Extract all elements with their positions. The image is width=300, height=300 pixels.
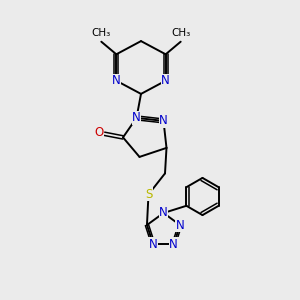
Text: N: N [112, 74, 121, 87]
Text: N: N [169, 238, 178, 251]
Text: N: N [159, 206, 168, 220]
Text: CH₃: CH₃ [171, 28, 190, 38]
Text: CH₃: CH₃ [92, 28, 111, 38]
Text: N: N [159, 114, 168, 128]
Text: N: N [132, 111, 141, 124]
Text: S: S [145, 188, 152, 201]
Text: N: N [149, 238, 158, 251]
Text: N: N [176, 218, 184, 232]
Text: O: O [94, 126, 103, 139]
Text: N: N [161, 74, 170, 87]
